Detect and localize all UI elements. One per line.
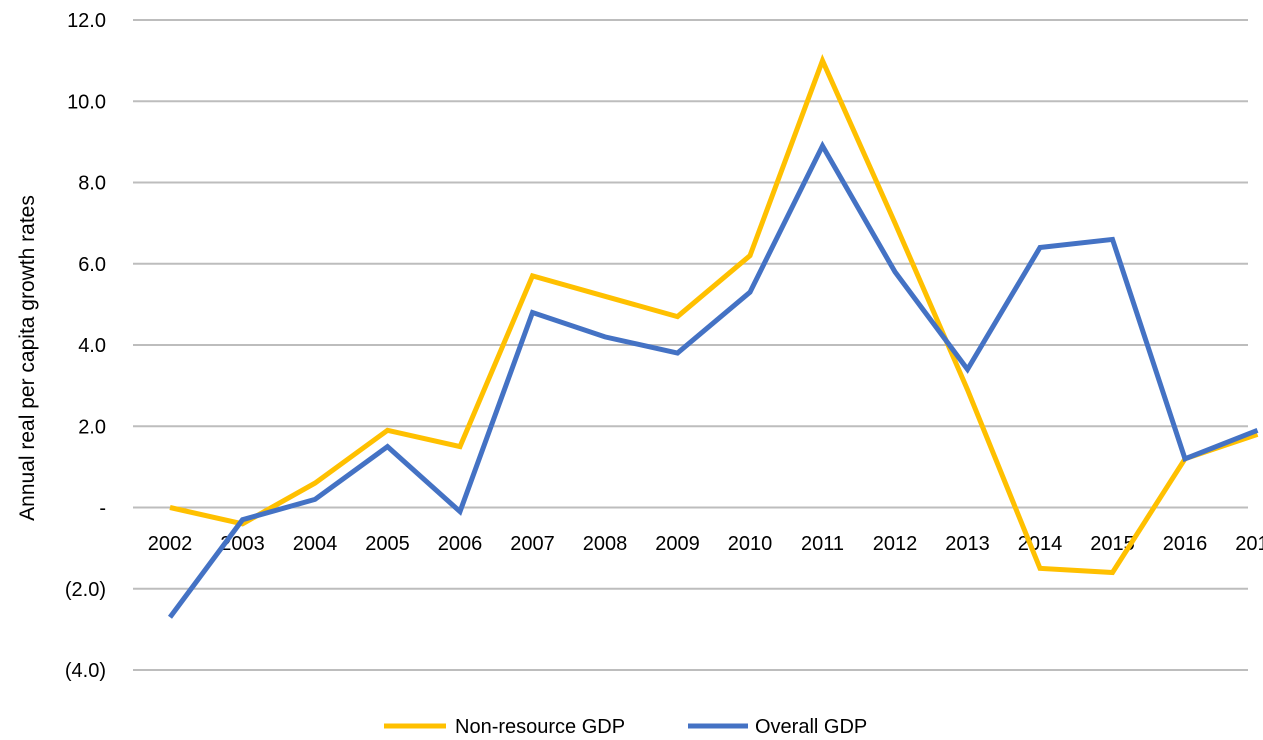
x-tick-label: 2010 bbox=[728, 533, 773, 555]
x-tick-label: 2007 bbox=[510, 533, 555, 555]
series-line-non-resource-gdp bbox=[169, 53, 1259, 576]
x-tick-label: 2015 bbox=[1090, 533, 1135, 555]
x-tick-label: 2016 bbox=[1163, 533, 1208, 555]
x-tick-label: 2009 bbox=[655, 533, 700, 555]
x-tick-label: 2004 bbox=[293, 533, 338, 555]
x-tick-label: 2002 bbox=[148, 533, 193, 555]
y-tick-label: - bbox=[99, 498, 106, 520]
x-tick-label: 2006 bbox=[438, 533, 483, 555]
y-tick-label: (2.0) bbox=[65, 579, 106, 601]
legend-label: Non-resource GDP bbox=[455, 716, 625, 738]
y-tick-label: 2.0 bbox=[78, 416, 106, 438]
legend: Non-resource GDP Overall GDP bbox=[384, 716, 867, 738]
x-tick-label: 2017 bbox=[1235, 533, 1263, 555]
x-tick-label: 2011 bbox=[801, 533, 844, 555]
y-tick-label: 4.0 bbox=[78, 335, 106, 357]
x-axis-tick-labels: 2002 2003 2004 2005 2006 2007 2008 2009 2010 2011… bbox=[148, 533, 1263, 555]
y-axis-title: Annual real per capita growth rates bbox=[16, 195, 39, 521]
x-tick-label: 2005 bbox=[365, 533, 410, 555]
legend-label: Overall GDP bbox=[755, 716, 867, 738]
x-tick-label: 2013 bbox=[945, 533, 990, 555]
y-tick-label: 6.0 bbox=[78, 254, 106, 276]
y-tick-label: (4.0) bbox=[65, 660, 106, 682]
y-axis-tick-labels: 12.0 10.0 8.0 6.0 4.0 2.0 - (2.0) (4.0) bbox=[65, 10, 106, 682]
series-lines bbox=[167, 53, 1259, 619]
series-line-overall-gdp bbox=[167, 140, 1259, 619]
y-tick-label: 8.0 bbox=[78, 173, 106, 195]
legend-item: Overall GDP bbox=[688, 716, 867, 738]
x-tick-label: 2012 bbox=[873, 533, 918, 555]
y-tick-label: 12.0 bbox=[67, 10, 106, 32]
legend-item: Non-resource GDP bbox=[384, 716, 625, 738]
y-tick-label: 10.0 bbox=[67, 91, 106, 113]
x-tick-label: 2008 bbox=[583, 533, 628, 555]
